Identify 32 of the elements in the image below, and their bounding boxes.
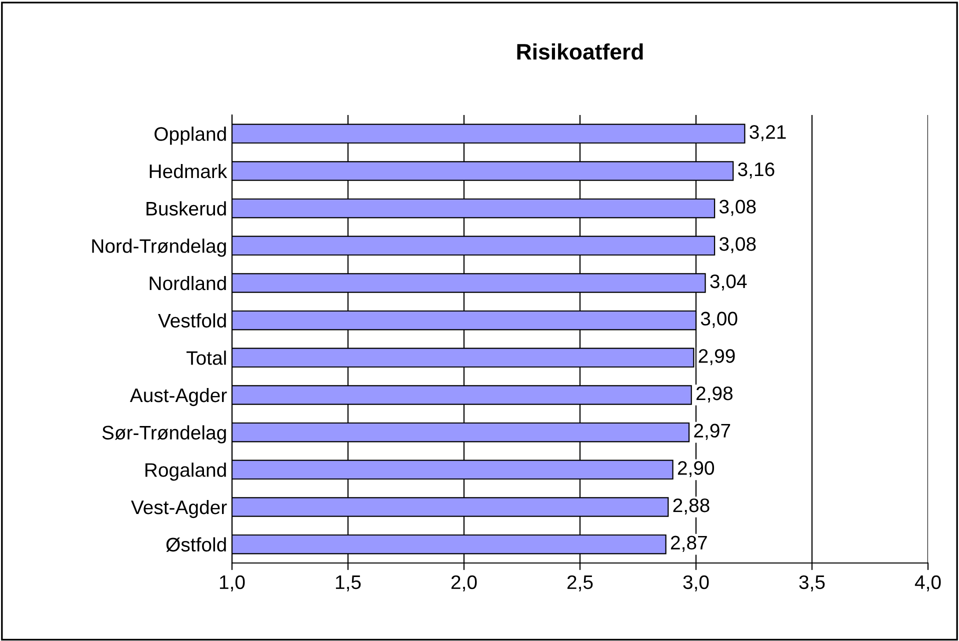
data-label: 2,88 xyxy=(673,498,710,515)
data-label: 2,98 xyxy=(696,386,733,403)
x-tick-label: 1,0 xyxy=(220,575,245,592)
x-tick-label: 4,0 xyxy=(914,575,941,592)
y-tick-label: Total xyxy=(186,350,226,365)
data-label: 2,87 xyxy=(670,536,707,552)
data-label: 3,00 xyxy=(700,312,738,328)
x-tick-label: 2,0 xyxy=(451,575,477,592)
y-tick-label: Buskerud xyxy=(146,201,226,216)
data-label: 3,16 xyxy=(738,162,774,179)
y-tick-label: Aust-Agder xyxy=(130,388,227,406)
y-tick-label: Østfold xyxy=(166,537,226,552)
y-tick-label: Nord-Trøndelag xyxy=(92,238,226,257)
y-tick-label: Hedmark xyxy=(150,164,228,178)
data-label: 2,99 xyxy=(698,349,735,366)
data-label: 2,90 xyxy=(678,461,714,478)
data-label: 3,08 xyxy=(719,237,756,254)
y-tick-label: Sør-Trøndelag xyxy=(102,425,226,444)
y-tick-label: Oppland xyxy=(154,126,226,145)
data-label: 3,04 xyxy=(710,274,747,291)
y-tick-label: Vest-Agder xyxy=(131,500,227,518)
y-tick-label: Nordland xyxy=(150,276,226,290)
x-tick-label: 3,0 xyxy=(683,575,709,592)
x-tick-label: 1,5 xyxy=(336,576,361,592)
chart-title: Risikoatferd xyxy=(517,43,643,60)
y-tick-label: Vestfold xyxy=(158,313,226,328)
x-tick-label: 3,5 xyxy=(799,575,825,592)
y-tick-label: Rogaland xyxy=(145,462,226,481)
data-label: 3,21 xyxy=(750,125,786,142)
x-tick-label: 2,5 xyxy=(567,575,593,592)
data-label: 3,08 xyxy=(719,200,756,216)
data-label: 2,97 xyxy=(694,424,730,440)
